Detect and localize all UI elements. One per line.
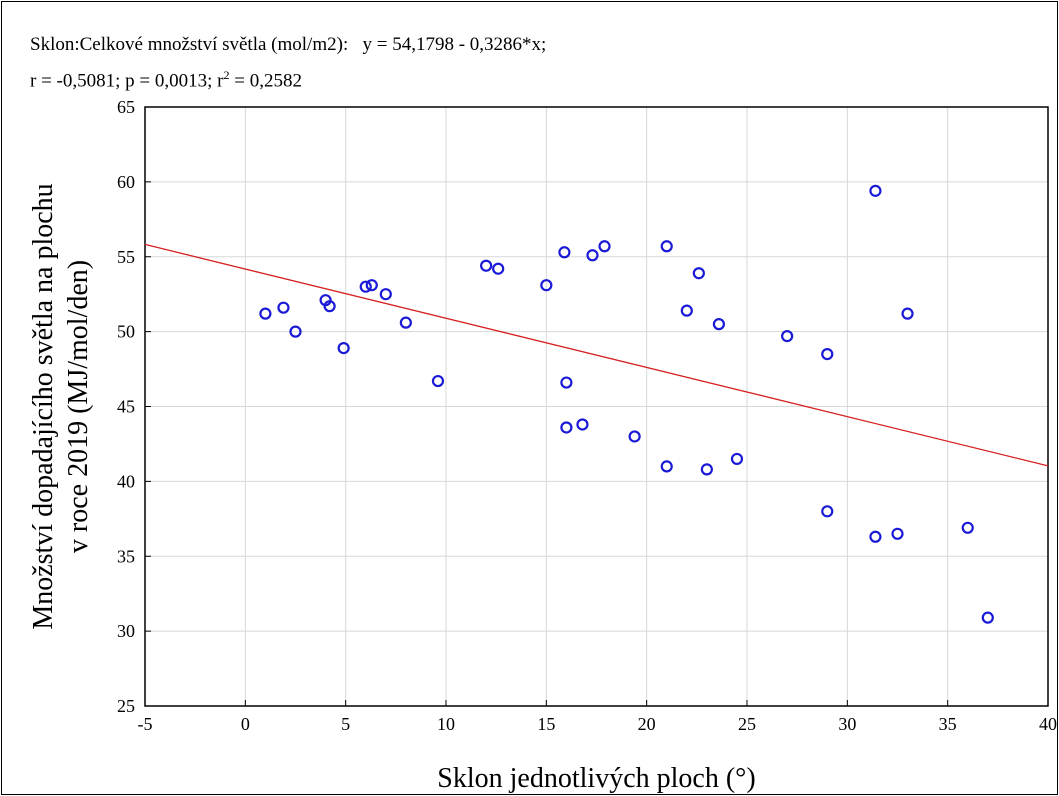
data-point [576, 418, 589, 431]
x-tick-label: 30 [838, 714, 856, 734]
y-tick-label: 45 [117, 397, 135, 417]
x-tick-label: 35 [939, 714, 957, 734]
data-point [781, 330, 794, 343]
data-point [540, 279, 553, 292]
x-tick-label: 5 [341, 714, 350, 734]
data-point [560, 421, 573, 434]
data-point [660, 460, 673, 473]
r-squared-exponent: 2 [223, 68, 230, 82]
data-point [869, 530, 882, 543]
data-point [431, 374, 445, 388]
data-point [869, 184, 882, 197]
y-tick-label: 50 [117, 322, 135, 342]
data-point [379, 288, 392, 301]
y-tick-label: 60 [117, 172, 135, 192]
x-tick-label: 25 [738, 714, 756, 734]
y-tick-label: 35 [117, 546, 135, 566]
y-tick-label: 30 [117, 621, 135, 641]
data-point [821, 505, 834, 518]
data-points [259, 184, 994, 624]
data-point [399, 316, 412, 329]
data-point [586, 249, 599, 262]
data-point [628, 430, 641, 443]
grid-lines [145, 107, 1048, 706]
x-axis-title: Sklon jednotlivých ploch (°) [437, 763, 755, 794]
data-point [730, 452, 744, 466]
x-tick-label: 0 [241, 714, 250, 734]
data-point [700, 463, 713, 476]
data-point [660, 240, 673, 253]
data-point [277, 301, 290, 314]
x-tick-label: -5 [138, 714, 153, 734]
data-point [598, 240, 611, 253]
data-point [821, 347, 834, 361]
data-point [492, 262, 505, 275]
data-point [981, 611, 994, 624]
r-squared-value: = 0,2582 [229, 70, 302, 92]
data-point [359, 280, 372, 293]
data-point [480, 259, 493, 272]
x-tick-label: 15 [537, 714, 555, 734]
x-tick-label: 40 [1039, 714, 1057, 734]
data-point [365, 279, 378, 292]
y-tick-label: 55 [117, 247, 135, 267]
axis-ticks: -5 0 5 10 15 20 25 30 35 40 25 30 35 40 45 50 55 60 65 [117, 97, 1057, 734]
y-axis-title-line1: Množství dopadajícího světla na plochu [28, 183, 59, 629]
data-point [560, 376, 573, 389]
regression-equation: Sklon:Celkové množství světla (mol/m2): … [30, 34, 547, 55]
regression-line [144, 243, 1049, 467]
data-point [680, 304, 693, 317]
x-tick-label: 20 [638, 714, 656, 734]
x-tick-label: 10 [437, 714, 455, 734]
stats-text: r = -0,5081; p = 0,0013; r [30, 70, 224, 92]
data-point [323, 300, 336, 313]
regression-stats: r = -0,5081; p = 0,0013; r2 = 0,2582 [30, 68, 302, 92]
y-axis-title-line2: v roce 2019 (MJ/mol/den) [63, 260, 94, 553]
y-tick-label: 25 [117, 696, 135, 716]
data-point [558, 246, 571, 259]
y-tick-label: 40 [117, 471, 135, 491]
data-point [901, 307, 914, 320]
data-point [337, 341, 350, 355]
data-point [961, 521, 974, 534]
data-point [712, 318, 726, 331]
y-tick-label: 65 [117, 97, 135, 117]
data-point [259, 307, 272, 320]
data-point [289, 325, 302, 338]
data-point [891, 527, 904, 540]
data-point [692, 267, 705, 280]
